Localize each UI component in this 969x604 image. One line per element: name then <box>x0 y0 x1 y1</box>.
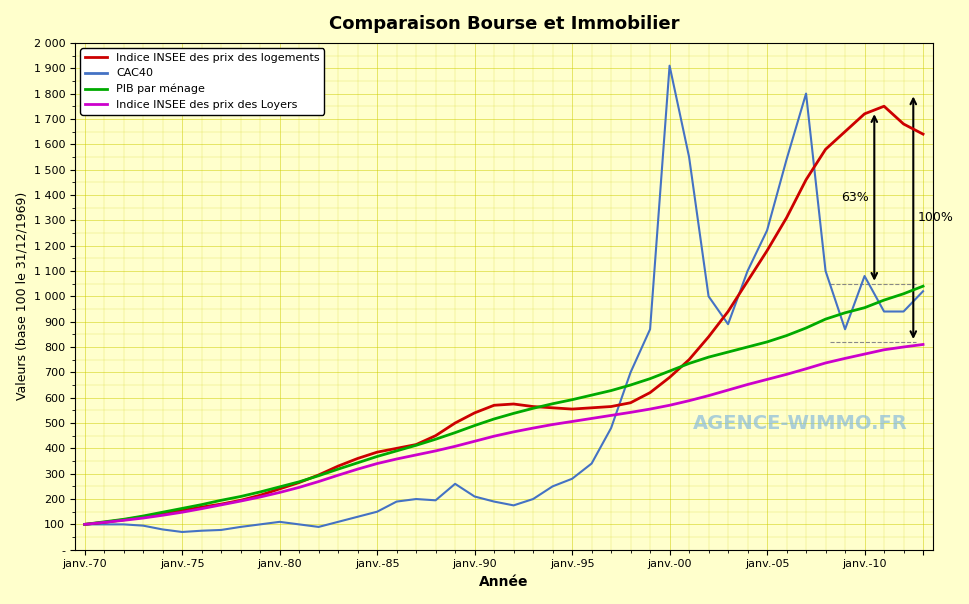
Text: 100%: 100% <box>917 211 953 224</box>
Text: AGENCE-WIMMO.FR: AGENCE-WIMMO.FR <box>692 414 906 432</box>
Y-axis label: Valeurs (base 100 le 31/12/1969): Valeurs (base 100 le 31/12/1969) <box>15 192 28 400</box>
X-axis label: Année: Année <box>479 575 528 589</box>
Text: 63%: 63% <box>840 191 867 204</box>
Legend: Indice INSEE des prix des logements, CAC40, PIB par ménage, Indice INSEE des pri: Indice INSEE des prix des logements, CAC… <box>80 48 324 115</box>
Title: Comparaison Bourse et Immobilier: Comparaison Bourse et Immobilier <box>328 15 678 33</box>
